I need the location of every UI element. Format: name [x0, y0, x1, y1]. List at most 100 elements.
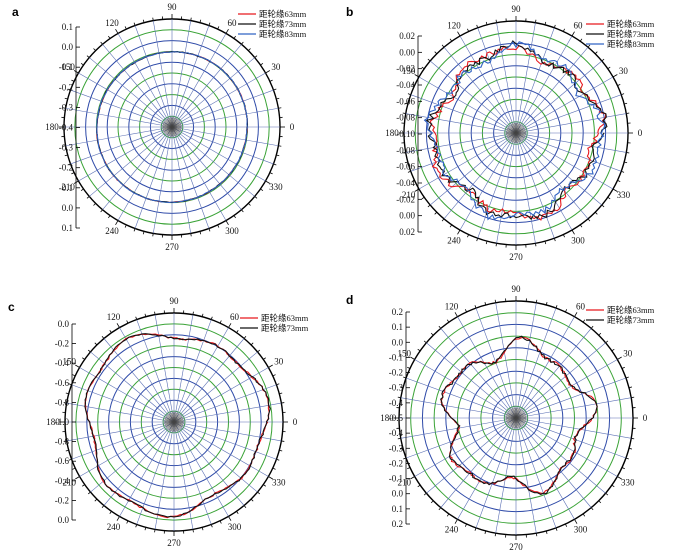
grid-spoke [524, 420, 627, 459]
radial-tick-label: -0.8 [55, 437, 70, 447]
legend-entry: 距轮缘83mm [607, 39, 655, 49]
grid-spoke [400, 397, 507, 417]
outer-tick [565, 523, 568, 527]
outer-tick [192, 529, 194, 533]
radial-tick-label: -0.3 [59, 102, 74, 112]
center-spoke [515, 132, 527, 135]
grid-spoke [518, 141, 555, 239]
radial-tick-label: -0.02 [396, 194, 415, 204]
grid-spoke [175, 430, 194, 530]
angle-tick-label: 150 [61, 62, 75, 72]
grid-spoke [522, 423, 606, 494]
radial-tick-label: 0.0 [62, 42, 74, 52]
radial-tick-label: 0.02 [399, 227, 415, 237]
grid-spoke [515, 417, 618, 477]
outer-tick [617, 84, 621, 87]
grid-spoke [521, 139, 589, 219]
angle-tick-label: 270 [509, 542, 523, 552]
outer-tick [467, 234, 470, 238]
outer-tick [417, 348, 421, 352]
outer-tick [403, 376, 407, 379]
outer-tick [93, 203, 96, 206]
outer-tick [484, 530, 487, 535]
outer-tick [228, 516, 232, 521]
radial-tick-label: 0.0 [58, 319, 70, 329]
outer-tick [441, 44, 445, 48]
grid-spoke [175, 314, 194, 414]
radial-tick-label: -0.1 [389, 352, 403, 362]
angle-tick-label: 90 [170, 296, 180, 306]
outer-tick [631, 437, 635, 440]
outer-tick [535, 533, 538, 537]
radial-tick-label: 0.02 [399, 31, 415, 41]
center-spoke [173, 421, 184, 424]
grid-spoke [102, 44, 167, 121]
polar-panel-b: 0 30 60 90 120 150 180 210 240 270 300 330 0.02 0.00 -… [346, 4, 655, 262]
angle-tick-label: 270 [167, 538, 181, 548]
grid-spoke [515, 76, 614, 134]
radial-tick-label: -0.06 [396, 96, 415, 106]
outer-tick [617, 179, 621, 182]
grid-spoke [117, 126, 173, 221]
outer-tick [276, 383, 280, 386]
radial-tick-label: 0.0 [392, 337, 404, 347]
outer-tick [154, 311, 156, 315]
angle-tick-label: 0 [290, 122, 295, 132]
grid-spoke [173, 20, 192, 119]
outer-tick [100, 209, 103, 213]
angle-tick-label: 240 [447, 235, 461, 245]
radial-tick-label: -0.2 [55, 495, 69, 505]
outer-tick [269, 172, 273, 175]
outer-tick [233, 35, 236, 39]
grid-spoke [177, 133, 242, 210]
outer-tick [494, 299, 497, 303]
outer-tick [225, 220, 229, 226]
outer-tick [72, 374, 76, 377]
grid-spoke [459, 35, 517, 134]
grid-spoke [173, 327, 229, 423]
outer-tick [625, 376, 629, 379]
radial-tick-label: -0.3 [389, 383, 404, 393]
outer-tick [276, 97, 280, 100]
series-line-2 [84, 333, 271, 518]
angle-tick-label: 0 [638, 128, 643, 138]
outer-tick [421, 196, 425, 200]
outer-tick [579, 224, 583, 228]
outer-tick [257, 491, 261, 495]
grid-spoke [78, 126, 173, 182]
outer-tick [108, 215, 111, 219]
radial-tick-label: 0.0 [62, 203, 74, 213]
angle-tick-label: 270 [165, 242, 179, 252]
outer-tick [272, 374, 276, 377]
grid-spoke [515, 359, 618, 419]
outer-tick [631, 396, 635, 399]
outer-tick [544, 241, 547, 245]
outer-tick [273, 88, 277, 91]
radial-tick-label: -0.10 [396, 129, 415, 139]
outer-tick [116, 516, 120, 521]
radial-tick-label: -0.06 [396, 162, 415, 172]
angle-tick-label: 240 [105, 226, 119, 236]
outer-tick [553, 238, 556, 242]
outer-tick [571, 31, 575, 37]
grid-spoke [521, 47, 589, 127]
grid-spoke [179, 428, 245, 506]
grid-spoke [65, 107, 164, 126]
grid-spoke [180, 107, 279, 126]
outer-tick [260, 63, 264, 66]
outer-tick [449, 38, 453, 42]
grid-spoke [66, 402, 166, 421]
outer-tick [601, 58, 605, 62]
outer-tick [476, 238, 479, 242]
grid-spoke [154, 314, 173, 414]
outer-tick [553, 24, 556, 28]
grid-spoke [517, 302, 537, 409]
outer-tick [152, 17, 154, 21]
outer-tick [624, 102, 628, 105]
grid-spoke [477, 141, 514, 239]
angle-tick-label: 330 [621, 478, 635, 488]
grid-spoke [134, 25, 170, 119]
grid-spoke [522, 60, 602, 128]
grid-spoke [90, 351, 168, 417]
outer-tick [417, 484, 421, 488]
